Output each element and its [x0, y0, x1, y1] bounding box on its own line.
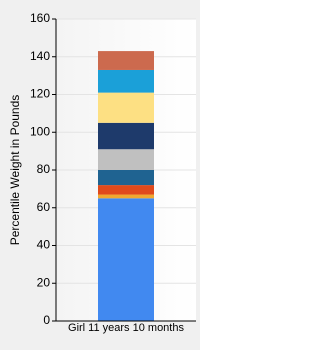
bar-segment [98, 69, 154, 93]
x-tick-label: Girl 11 years 10 months [68, 322, 184, 334]
y-tick-label: 80 [37, 162, 51, 176]
y-tick-label: 120 [30, 87, 50, 101]
bar-segment [98, 170, 154, 186]
y-tick-label: 160 [30, 11, 50, 25]
chart: Percentile Weight in Pounds 0 20 40 60 80 100… [0, 0, 200, 350]
y-tick-label: 20 [37, 275, 51, 289]
y-axis-label: Percentile Weight in Pounds [8, 95, 22, 246]
bar-segment [98, 92, 154, 123]
bar-segment [98, 198, 154, 321]
bar-segment [98, 185, 154, 195]
bar-segment [98, 194, 154, 199]
y-tick-label: 0 [43, 313, 50, 327]
y-tick-label: 100 [30, 124, 50, 138]
y-tick-label: 40 [37, 238, 51, 252]
y-tick-label: 60 [37, 200, 51, 214]
bar-segment [98, 149, 154, 170]
y-tick-label: 140 [30, 49, 50, 63]
bar-segment [98, 122, 154, 150]
bar-segment [98, 51, 154, 70]
